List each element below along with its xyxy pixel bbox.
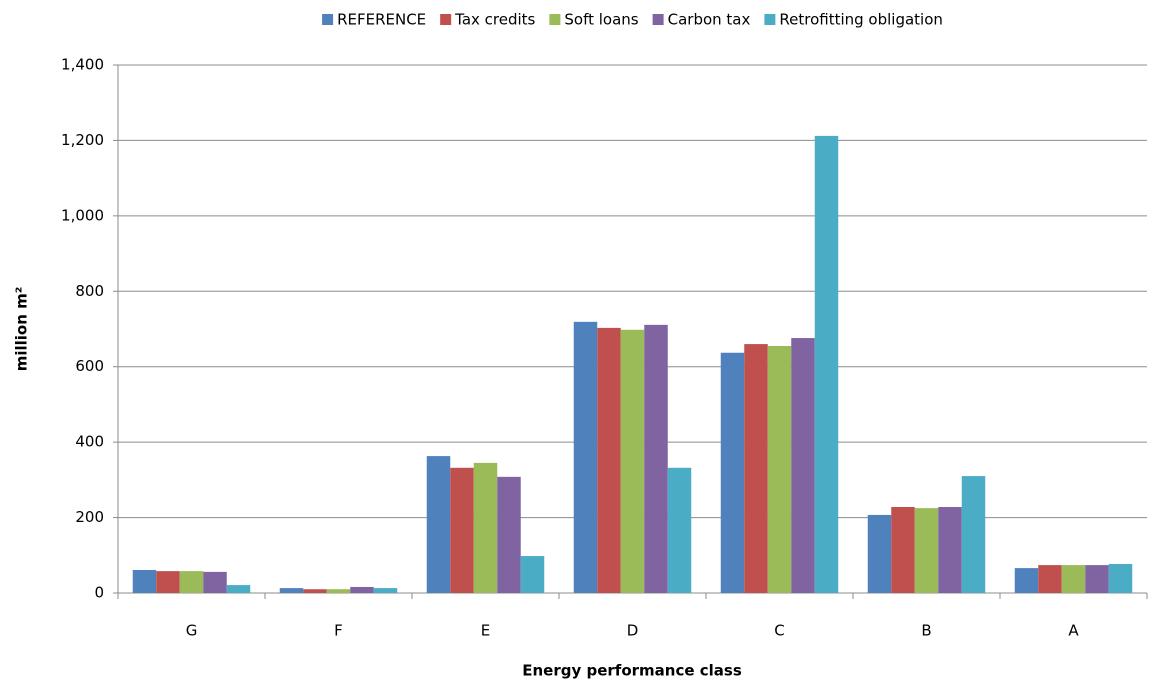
legend-label: REFERENCE bbox=[337, 11, 426, 29]
bar bbox=[573, 321, 598, 593]
x-tick-label: B bbox=[921, 622, 931, 640]
bar bbox=[132, 569, 157, 593]
bar bbox=[179, 571, 204, 593]
bar bbox=[597, 327, 621, 593]
bar bbox=[226, 585, 251, 593]
bar bbox=[520, 556, 545, 593]
bar bbox=[720, 352, 745, 593]
bar bbox=[303, 589, 327, 593]
bar bbox=[814, 135, 839, 593]
bar bbox=[426, 456, 451, 593]
legend-label: Tax credits bbox=[454, 11, 535, 29]
y-tick-label: 1,200 bbox=[61, 131, 104, 149]
bar bbox=[1038, 565, 1062, 593]
bar bbox=[1014, 568, 1039, 593]
legend-label: Carbon tax bbox=[668, 11, 751, 29]
bar bbox=[326, 589, 351, 593]
x-tick-label: D bbox=[627, 622, 639, 640]
bar bbox=[961, 476, 986, 593]
bar bbox=[744, 344, 768, 593]
bar bbox=[767, 345, 792, 593]
x-tick-label: C bbox=[774, 622, 784, 640]
y-tick-label: 400 bbox=[75, 433, 104, 451]
legend-swatch bbox=[322, 14, 334, 25]
y-tick-label: 1,400 bbox=[61, 56, 104, 74]
bar bbox=[620, 329, 645, 593]
legend-swatch bbox=[440, 14, 452, 25]
y-tick-label: 600 bbox=[75, 357, 104, 375]
bar bbox=[644, 324, 668, 593]
x-tick-label: E bbox=[481, 622, 490, 640]
x-tick-label: G bbox=[186, 622, 198, 640]
legend-swatch bbox=[652, 14, 664, 25]
x-tick-label: A bbox=[1068, 622, 1079, 640]
bar bbox=[450, 467, 474, 593]
bar bbox=[1108, 563, 1133, 593]
bar bbox=[891, 507, 915, 593]
bar bbox=[156, 571, 180, 593]
x-axis-title: Energy performance class bbox=[522, 662, 742, 680]
y-tick-label: 1,000 bbox=[61, 206, 104, 224]
x-tick-label: F bbox=[334, 622, 343, 640]
bar bbox=[473, 462, 498, 593]
bar bbox=[373, 588, 398, 593]
bar bbox=[867, 514, 892, 593]
bar bbox=[667, 467, 692, 593]
bar bbox=[279, 588, 304, 593]
bar bbox=[350, 586, 374, 593]
y-tick-label: 0 bbox=[94, 584, 104, 602]
bar bbox=[203, 571, 227, 593]
bar bbox=[914, 508, 939, 593]
legend-label: Retrofitting obligation bbox=[779, 11, 943, 29]
bar bbox=[791, 338, 815, 593]
legend-label: Soft loans bbox=[564, 11, 638, 29]
bar bbox=[1061, 565, 1086, 593]
y-tick-label: 800 bbox=[75, 282, 104, 300]
legend-swatch bbox=[549, 14, 561, 25]
bar bbox=[938, 507, 962, 593]
y-tick-label: 200 bbox=[75, 508, 104, 526]
y-axis-title: million m² bbox=[13, 287, 31, 372]
legend-swatch bbox=[764, 14, 776, 25]
bar bbox=[1085, 565, 1109, 593]
bar bbox=[497, 476, 521, 593]
